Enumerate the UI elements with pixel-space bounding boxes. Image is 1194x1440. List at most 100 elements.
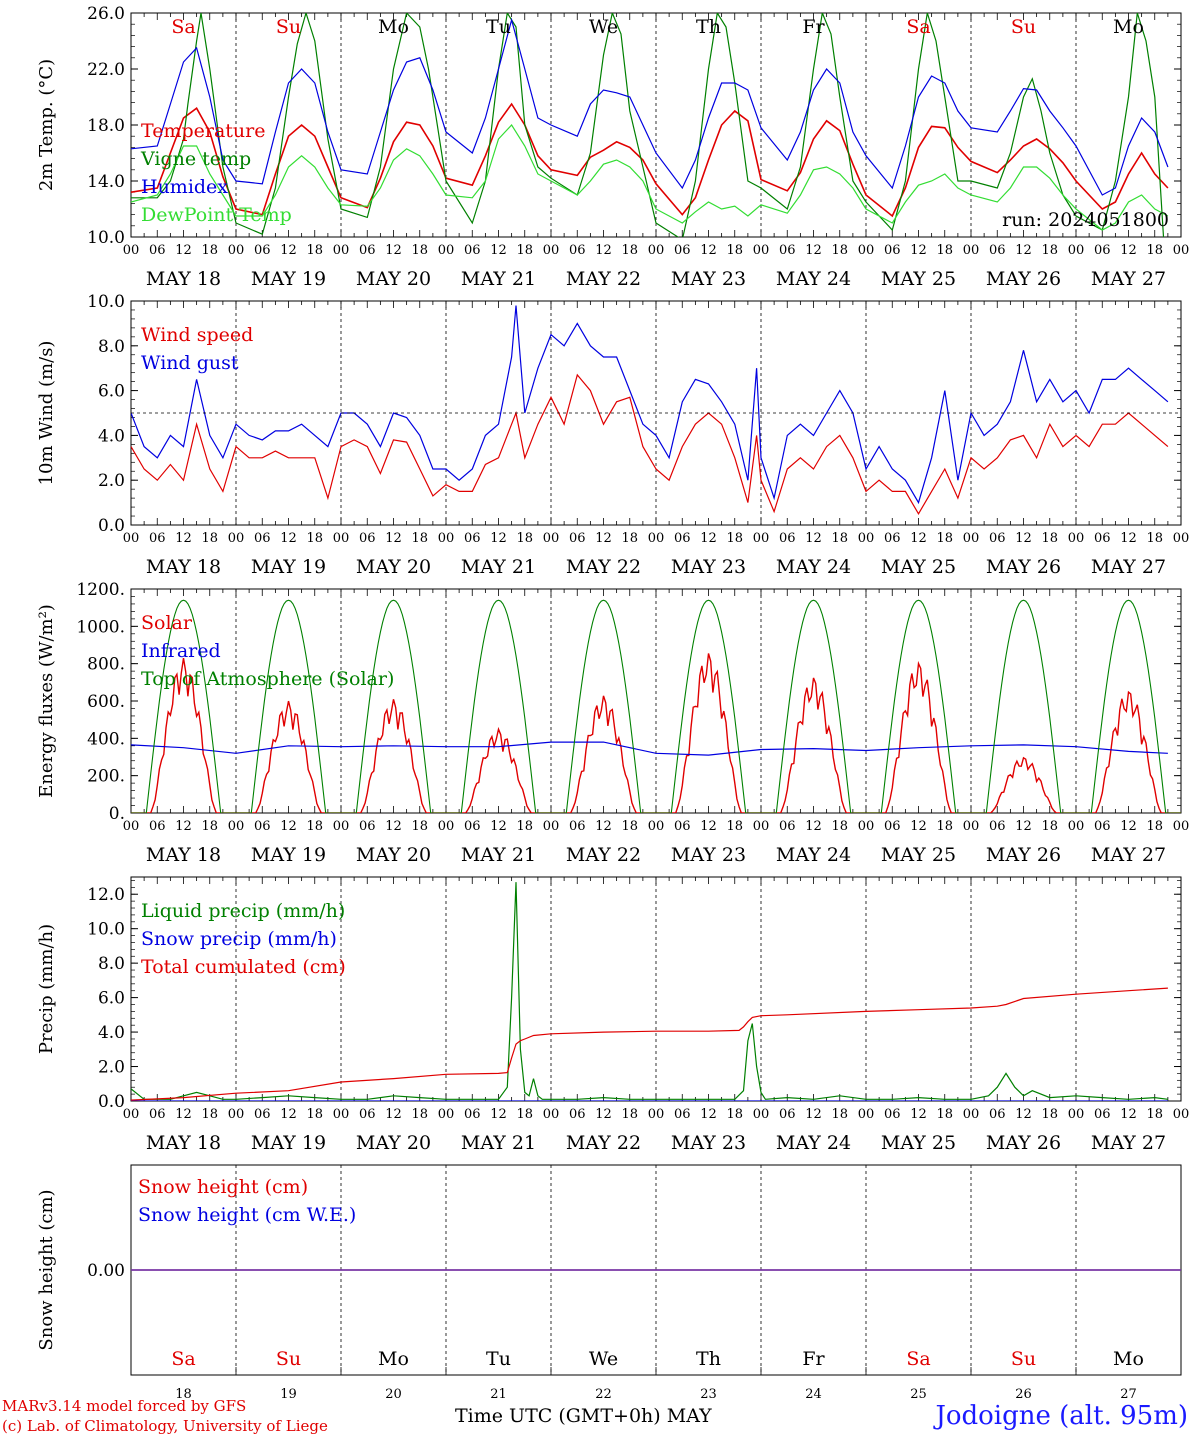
- snow-y-tick-label: 0.00: [87, 1261, 125, 1281]
- energy-hour-label: 18: [411, 819, 428, 834]
- day-number-label: 21: [490, 1387, 507, 1400]
- weekday-label-top: Th: [696, 16, 721, 38]
- energy-hour-label: 12: [805, 819, 822, 834]
- precip-day-label: MAY 27: [1091, 1132, 1166, 1154]
- temp-legend-item: Humidex: [141, 176, 228, 198]
- temp-series-vigne-temp: [131, 13, 1165, 237]
- wind-hour-label: 12: [700, 531, 717, 546]
- temp-hour-label: 12: [595, 243, 612, 258]
- wind-hour-label: 00: [753, 531, 770, 546]
- temp-hour-label: 00: [648, 243, 665, 258]
- precip-hour-label: 06: [989, 1107, 1006, 1122]
- temp-hour-label: 00: [963, 243, 980, 258]
- energy-day-label: MAY 18: [146, 844, 221, 866]
- temp-hour-label: 18: [1041, 243, 1058, 258]
- energy-hour-label: 18: [516, 819, 533, 834]
- weekday-label-bottom: Mo: [1113, 1348, 1144, 1370]
- energy-day-label: MAY 23: [671, 844, 746, 866]
- wind-hour-label: 00: [1068, 531, 1085, 546]
- precip-hour-label: 00: [1173, 1107, 1190, 1122]
- weekday-label-top: Fr: [802, 16, 825, 38]
- weekday-label-bottom: Fr: [802, 1348, 825, 1370]
- model-credit: MARv3.14 model forced by GFS: [2, 1397, 247, 1415]
- temp-day-label: MAY 18: [146, 268, 221, 290]
- temp-legend-item: Temperature: [141, 120, 265, 142]
- day-number-label: 19: [280, 1387, 297, 1400]
- precip-day-label: MAY 23: [671, 1132, 746, 1154]
- precip-hour-label: 18: [1146, 1107, 1163, 1122]
- wind-hour-label: 00: [963, 531, 980, 546]
- precip-hour-label: 18: [201, 1107, 218, 1122]
- energy-hour-label: 00: [648, 819, 665, 834]
- temp-hour-label: 06: [989, 243, 1006, 258]
- wind-legend-item: Wind gust: [141, 352, 239, 374]
- energy-hour-label: 18: [1146, 819, 1163, 834]
- wind-series-wind-speed: [131, 373, 1169, 515]
- temp-hour-label: 12: [805, 243, 822, 258]
- temp-day-label: MAY 21: [461, 268, 536, 290]
- precip-hour-label: 00: [753, 1107, 770, 1122]
- energy-hour-label: 00: [543, 819, 560, 834]
- precip-day-label: MAY 25: [881, 1132, 956, 1154]
- temp-hour-label: 18: [936, 243, 953, 258]
- temp-hour-label: 06: [884, 243, 901, 258]
- weekday-label-top: Su: [276, 16, 301, 38]
- temp-hour-label: 06: [464, 243, 481, 258]
- temp-hour-label: 00: [1068, 243, 1085, 258]
- temp-hour-label: 00: [1173, 243, 1190, 258]
- weekday-label-top: Tu: [486, 16, 511, 38]
- wind-hour-label: 18: [726, 531, 743, 546]
- energy-y-tick-label: 200.: [87, 767, 125, 787]
- weekday-label-top: Su: [1011, 16, 1036, 38]
- precip-hour-label: 06: [674, 1107, 691, 1122]
- temp-hour-label: 00: [123, 243, 140, 258]
- weekday-label-bottom: Tu: [486, 1348, 511, 1370]
- x-axis-month: MAY: [666, 1405, 712, 1427]
- energy-hour-label: 18: [621, 819, 638, 834]
- temp-hour-label: 00: [228, 243, 245, 258]
- energy-hour-label: 00: [438, 819, 455, 834]
- energy-series-top-of-atmosphere-solar: [131, 599, 1181, 813]
- energy-hour-label: 12: [595, 819, 612, 834]
- precip-hour-label: 00: [858, 1107, 875, 1122]
- energy-hour-label: 00: [123, 819, 140, 834]
- temp-hour-label: 12: [385, 243, 402, 258]
- lab-credit: (c) Lab. of Climatology, University of L…: [2, 1417, 328, 1435]
- energy-hour-label: 06: [674, 819, 691, 834]
- precip-hour-label: 12: [910, 1107, 927, 1122]
- energy-hour-label: 06: [569, 819, 586, 834]
- precip-legend-item: Total cumulated (cm): [141, 956, 346, 978]
- wind-hour-label: 12: [490, 531, 507, 546]
- precip-legend-item: Snow precip (mm/h): [141, 928, 337, 950]
- wind-hour-label: 12: [910, 531, 927, 546]
- wind-hour-label: 00: [228, 531, 245, 546]
- precip-hour-label: 12: [280, 1107, 297, 1122]
- weekday-label-bottom: Su: [1011, 1348, 1036, 1370]
- energy-y-tick-label: 600.: [87, 692, 125, 712]
- temp-hour-label: 12: [700, 243, 717, 258]
- weekday-label-bottom: Mo: [378, 1348, 409, 1370]
- weekday-label-top: Mo: [378, 16, 409, 38]
- wind-hour-label: 12: [1015, 531, 1032, 546]
- wind-hour-label: 12: [280, 531, 297, 546]
- wind-hour-label: 00: [438, 531, 455, 546]
- energy-hour-label: 06: [149, 819, 166, 834]
- wind-hour-label: 00: [333, 531, 350, 546]
- weekday-label-top: Mo: [1113, 16, 1144, 38]
- precip-y-tick-label: 0.0: [98, 1092, 125, 1112]
- temp-hour-label: 12: [1120, 243, 1137, 258]
- precip-hour-label: 12: [175, 1107, 192, 1122]
- temp-hour-label: 00: [438, 243, 455, 258]
- temp-hour-label: 18: [621, 243, 638, 258]
- precip-hour-label: 00: [333, 1107, 350, 1122]
- wind-day-label: MAY 18: [146, 556, 221, 578]
- wind-day-label: MAY 19: [251, 556, 326, 578]
- precip-day-label: MAY 20: [356, 1132, 431, 1154]
- day-number-label: 25: [910, 1387, 927, 1400]
- energy-hour-label: 00: [1068, 819, 1085, 834]
- energy-day-label: MAY 26: [986, 844, 1061, 866]
- meteogram-chart: 10.0 14.0 18.0 22.0 26.0 2m Temp. (°C) 00 06 12 1…: [36, 4, 1190, 1400]
- precip-series-liquid-precip-mm-h: [131, 882, 1168, 1100]
- temp-hour-label: 18: [201, 243, 218, 258]
- energy-legend-item: Top of Atmosphere (Solar): [141, 668, 394, 690]
